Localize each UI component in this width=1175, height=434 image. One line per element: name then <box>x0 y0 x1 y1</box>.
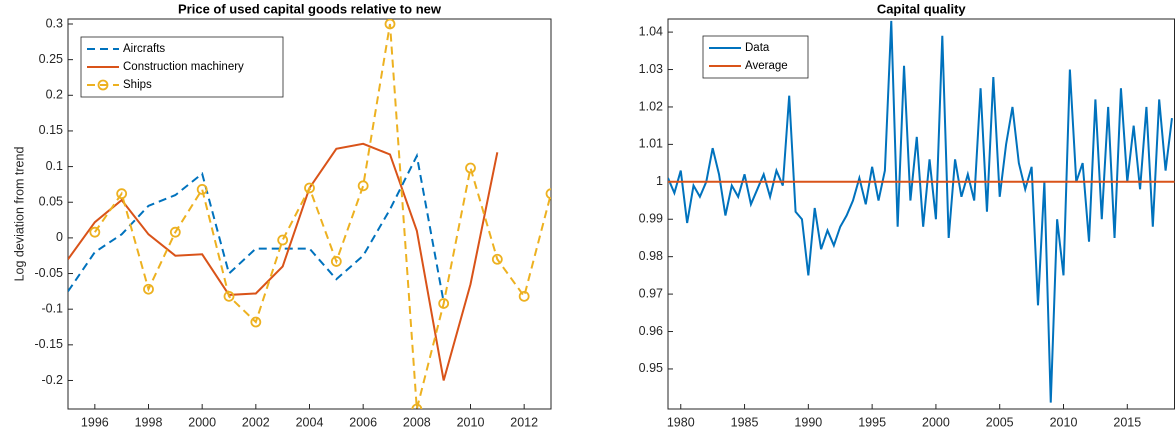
y-tick-label: 0.2 <box>46 88 63 102</box>
x-tick-label: 2012 <box>510 415 538 429</box>
chart-title: Capital quality <box>877 1 967 16</box>
x-tick-label: 2006 <box>349 415 377 429</box>
series-line <box>68 142 499 381</box>
x-tick-label: 1995 <box>858 415 886 429</box>
series-marker <box>196 184 208 195</box>
series-marker <box>384 19 396 30</box>
series-marker <box>491 253 503 265</box>
legend-marker <box>97 79 109 91</box>
legend-label: Data <box>745 42 770 54</box>
y-tick-label: 1.01 <box>639 137 663 151</box>
x-tick-label: 1980 <box>667 415 695 429</box>
series-marker <box>330 256 342 267</box>
y-tick-label: 1.04 <box>639 24 663 38</box>
series-marker <box>518 290 530 302</box>
y-tick-label: 0.05 <box>39 195 63 209</box>
series-marker <box>116 188 128 200</box>
y-tick-label: 0.97 <box>639 286 663 300</box>
y-tick-label: 1.02 <box>639 99 663 113</box>
y-tick-label: 0.96 <box>639 324 663 338</box>
series-group <box>68 19 551 409</box>
y-tick-label: 0.1 <box>46 159 63 173</box>
x-tick-label: 2005 <box>986 415 1014 429</box>
x-tick-label: 1985 <box>731 415 759 429</box>
series-marker <box>277 234 289 246</box>
y-tick-label: -0.1 <box>41 301 63 315</box>
y-tick-label: -0.15 <box>35 337 64 351</box>
y-axis-label: Log deviation from trend <box>12 147 26 282</box>
series-marker <box>545 188 551 200</box>
y-tick-label: 0.3 <box>46 16 63 30</box>
series-marker <box>143 283 154 295</box>
y-tick-label: 0 <box>56 230 63 244</box>
series-group <box>668 20 1175 403</box>
chart-title: Price of used capital goods relative to … <box>178 1 442 16</box>
y-tick-label: -0.2 <box>41 373 63 387</box>
y-tick-label: 1.03 <box>639 62 663 76</box>
legend-label: Ships <box>123 79 152 91</box>
legend-label: Aircrafts <box>123 43 165 55</box>
x-tick-label: 2010 <box>457 415 485 429</box>
series-line <box>94 23 551 409</box>
x-tick-label: 1998 <box>135 415 163 429</box>
series-marker <box>169 226 181 238</box>
x-tick-label: 2004 <box>296 415 324 429</box>
x-tick-label: 1996 <box>81 415 109 429</box>
x-tick-label: 2000 <box>188 415 216 429</box>
y-tick-label: 0.15 <box>39 123 63 137</box>
legend-box <box>702 35 809 79</box>
series-marker <box>250 316 262 328</box>
legend-label: Construction machinery <box>123 61 244 73</box>
series-marker <box>438 298 450 309</box>
y-tick-label: 0.95 <box>639 361 663 375</box>
y-tick-label: -0.05 <box>35 266 64 280</box>
x-tick-label: 2015 <box>1113 415 1141 429</box>
y-tick-label: 0.99 <box>639 212 663 226</box>
x-tick-label: 2008 <box>403 415 431 429</box>
y-tick-label: 0.25 <box>39 52 63 66</box>
y-tick-label: 0.98 <box>639 249 663 263</box>
legend-label: Average <box>745 60 788 72</box>
series-marker <box>304 182 315 194</box>
x-tick-label: 2002 <box>242 415 270 429</box>
y-tick-label: 1 <box>656 174 663 188</box>
series-marker <box>89 226 101 238</box>
series-marker <box>357 180 369 192</box>
x-tick-label: 1990 <box>794 415 822 429</box>
series-marker <box>465 162 476 174</box>
x-tick-label: 2000 <box>922 415 950 429</box>
series-marker <box>223 290 235 302</box>
x-tick-label: 2010 <box>1050 415 1078 429</box>
series-marker <box>411 403 423 409</box>
